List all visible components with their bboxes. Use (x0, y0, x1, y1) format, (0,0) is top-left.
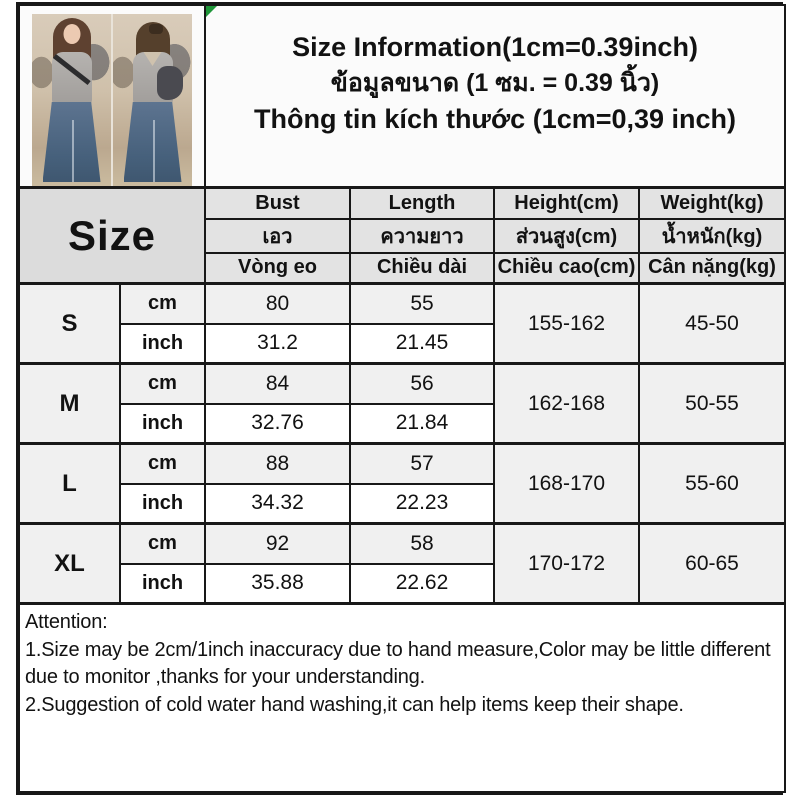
unit-cm: cm (119, 522, 206, 565)
attention-line-1: 1.Size may be 2cm/1inch inaccuracy due t… (25, 638, 771, 661)
header-length-vi: Chiều dài (349, 251, 495, 285)
cell-m-length-inch: 21.84 (349, 402, 495, 445)
header-bust-th: เอว (204, 217, 351, 254)
attention-line-3: 2.Suggestion of cold water hand washing,… (25, 693, 684, 716)
header-weight-en: Weight(kg) (637, 186, 787, 220)
size-label-s: S (18, 282, 121, 365)
cell-l-bust-cm: 88 (204, 442, 351, 485)
title-cell: Size Information(1cm=0.39inch) ข้อมูลขนา… (203, 4, 787, 189)
unit-cm: cm (119, 282, 206, 325)
unit-inch: inch (119, 482, 206, 525)
model-gray-top (51, 52, 92, 104)
size-label-l: L (18, 442, 121, 525)
hair-claw-clip (149, 24, 164, 34)
product-photo (32, 14, 192, 185)
header-bust-en: Bust (204, 186, 351, 220)
cell-l-length-inch: 22.23 (349, 482, 495, 525)
unit-cm: cm (119, 442, 206, 485)
header-height-en: Height(cm) (493, 186, 640, 220)
cell-s-bust-cm: 80 (204, 282, 351, 325)
header-height-th: ส่วนสูง(cm) (493, 217, 640, 254)
cell-s-length-inch: 21.45 (349, 322, 495, 365)
open-back-detail (143, 52, 162, 66)
unit-inch: inch (119, 402, 206, 445)
cell-xl-bust-cm: 92 (204, 522, 351, 565)
header-length-en: Length (349, 186, 495, 220)
cell-s-weight: 45-50 (637, 282, 787, 365)
cell-l-weight: 55-60 (637, 442, 787, 525)
cell-l-height: 168-170 (493, 442, 640, 525)
cell-m-weight: 50-55 (637, 362, 787, 445)
cell-xl-height: 170-172 (493, 522, 640, 605)
size-label-m: M (18, 362, 121, 445)
size-chart-sheet: Size Information(1cm=0.39inch) ข้อมูลขนา… (16, 2, 787, 795)
cell-xl-bust-inch: 35.88 (204, 562, 351, 605)
header-bust-vi: Vòng eo (204, 251, 351, 285)
cell-s-height: 155-162 (493, 282, 640, 365)
cell-m-height: 162-168 (493, 362, 640, 445)
attention-section: Attention: 1.Size may be 2cm/1inch inacc… (17, 602, 787, 793)
shoulder-bag (156, 66, 183, 100)
model-face (63, 24, 80, 44)
unit-inch: inch (119, 562, 206, 605)
model-wide-jeans-back (123, 102, 182, 182)
unit-cm: cm (119, 362, 206, 405)
cell-xl-weight: 60-65 (637, 522, 787, 605)
cell-m-bust-inch: 32.76 (204, 402, 351, 445)
size-info-title: Size Information(1cm=0.39inch) ข้อมูลขนา… (207, 7, 783, 185)
cell-m-length-cm: 56 (349, 362, 495, 405)
cell-m-bust-cm: 84 (204, 362, 351, 405)
cell-xl-length-cm: 58 (349, 522, 495, 565)
cell-l-length-cm: 57 (349, 442, 495, 485)
crossbody-strap (52, 54, 91, 86)
green-corner-marker-icon (207, 6, 217, 17)
header-weight-th: น้ำหนัก(kg) (637, 217, 787, 254)
title-thai: ข้อมูลขนาด (1 ซม. = 0.39 นิ้ว) (330, 69, 660, 97)
photo-back-view (113, 14, 192, 185)
cell-xl-length-inch: 22.62 (349, 562, 495, 605)
header-weight-vi: Cân nặng(kg) (637, 251, 787, 285)
title-english: Size Information(1cm=0.39inch) (292, 32, 698, 62)
title-vietnamese: Thông tin kích thước (1cm=0,39 inch) (253, 104, 737, 134)
cell-s-length-cm: 55 (349, 282, 495, 325)
cell-l-bust-inch: 34.32 (204, 482, 351, 525)
model-wide-jeans (42, 102, 101, 182)
unit-inch: inch (119, 322, 206, 365)
header-length-th: ความยาว (349, 217, 495, 254)
size-table: Size Information(1cm=0.39inch) ข้อมูลขนา… (17, 4, 787, 793)
header-height-vi: Chiều cao(cm) (493, 251, 640, 285)
size-corner-header: Size (18, 186, 206, 285)
cell-s-bust-inch: 31.2 (204, 322, 351, 365)
size-label-xl: XL (18, 522, 121, 605)
attention-line-2: due to monitor ,thanks for your understa… (25, 666, 425, 688)
attention-heading: Attention: (25, 611, 108, 633)
product-photo-cell (18, 4, 206, 189)
photo-front-view (32, 14, 111, 185)
